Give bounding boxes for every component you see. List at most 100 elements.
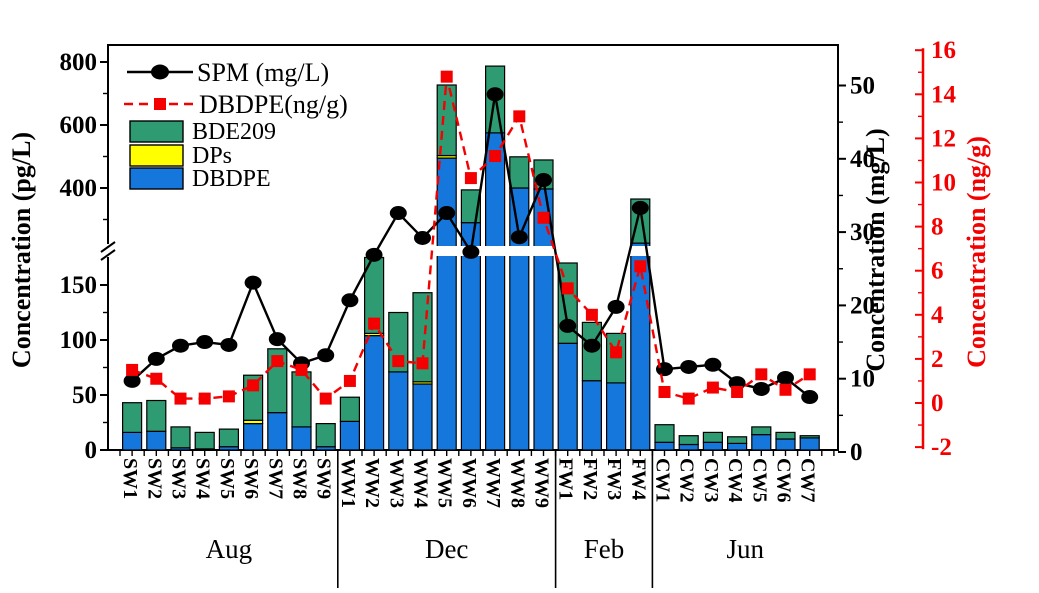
category-label-WW4: WW4 — [410, 458, 432, 508]
spm-marker-WW7 — [486, 87, 504, 102]
bar-SW8-dbdpe — [291, 426, 312, 451]
bar-WW5-dbdpe — [436, 157, 457, 451]
bar-SW3-bde209 — [170, 426, 191, 449]
dbdpe-ngg-marker-SW9 — [319, 392, 332, 405]
spm-marker-CW2 — [680, 359, 698, 374]
legend-patch-label-DBDPE: DBDPE — [192, 166, 271, 192]
left-tick-label-100: 100 — [60, 327, 98, 354]
bar-SW2-dbdpe — [146, 430, 167, 451]
bar-CW6-dbdpe — [775, 438, 796, 451]
spm-marker-SW1 — [123, 373, 141, 388]
bar-CW3-bde209 — [702, 431, 724, 443]
dbdpe-ngg-marker-FW3 — [610, 346, 623, 359]
spm-marker-SW2 — [147, 351, 165, 366]
bar-CW3-dbdpe — [702, 441, 724, 451]
category-label-WW3: WW3 — [385, 458, 407, 508]
bar-WW8-bde209 — [509, 156, 530, 189]
spm-marker-WW6 — [462, 244, 480, 259]
bar-CW2-bde209 — [678, 435, 699, 446]
category-label-CW7: CW7 — [797, 458, 819, 502]
category-label-WW2: WW2 — [361, 458, 383, 508]
dbdpe-ngg-marker-CW6 — [779, 383, 792, 396]
bar-CW5-dbdpe — [751, 434, 772, 451]
right-black-tick-label-40: 40 — [850, 146, 875, 173]
bar-CW7-dbdpe — [799, 437, 820, 451]
dbdpe-ngg-marker-FW1 — [561, 282, 574, 295]
red-tick-label-14: 14 — [931, 81, 957, 108]
spm-marker-SW3 — [172, 338, 189, 353]
dbdpe-ngg-marker-CW7 — [803, 368, 816, 381]
spm-marker-WW8 — [510, 230, 528, 245]
bar-WW9-dbdpe — [533, 188, 554, 451]
spm-marker-SW9 — [317, 348, 335, 363]
legend-patch-DBDPE — [129, 167, 184, 190]
spm-marker-WW9 — [535, 173, 552, 188]
bar-WW7-dbdpe — [485, 132, 506, 451]
dbdpe-ngg-marker-SW6 — [247, 379, 260, 392]
right-black-tick-label-20: 20 — [850, 292, 875, 319]
category-label-CW1: CW1 — [652, 458, 674, 502]
dbdpe-ngg-marker-SW3 — [174, 392, 187, 405]
left-axis-title: Concentration (pg/L) — [7, 132, 36, 368]
dbdpe-ngg-marker-CW1 — [658, 385, 671, 398]
bar-FW4-dbdpe — [630, 242, 651, 451]
bar-CW4-dbdpe — [726, 442, 748, 451]
legend-patch-label-BDE209: BDE209 — [192, 119, 276, 145]
dbdpe-ngg-marker-WW5 — [440, 70, 453, 83]
bar-SW6-dbdpe — [243, 423, 264, 451]
category-label-FW1: FW1 — [555, 458, 577, 500]
spm-marker-FW3 — [607, 299, 625, 314]
bar-SW7-dbdpe — [267, 412, 288, 451]
spm-marker-WW4 — [414, 230, 431, 245]
category-label-SW6: SW6 — [240, 458, 262, 499]
category-label-SW8: SW8 — [289, 458, 311, 499]
dbdpe-ngg-marker-WW8 — [513, 110, 526, 123]
dbdpe-ngg-marker-FW2 — [585, 308, 598, 321]
bar-CW1-bde209 — [654, 424, 675, 443]
spm-marker-WW3 — [389, 206, 407, 221]
bar-SW5-bde209 — [218, 428, 239, 448]
dbdpe-ngg-marker-SW1 — [126, 363, 139, 376]
category-label-FW3: FW3 — [603, 458, 625, 500]
bar-WW3-dbdpe — [388, 371, 409, 451]
legend-dbdpe-ngg-marker — [154, 98, 166, 110]
month-label-Aug: Aug — [206, 534, 253, 564]
category-label-CW4: CW4 — [724, 458, 746, 502]
red-tick-label-10: 10 — [931, 170, 956, 197]
dbdpe-ngg-marker-CW3 — [706, 381, 719, 394]
dbdpe-ngg-marker-CW5 — [755, 368, 768, 381]
red-tick-label-16: 16 — [931, 37, 956, 64]
dbdpe-ngg-marker-WW4 — [416, 357, 429, 370]
category-label-CW5: CW5 — [748, 458, 770, 502]
bar-WW1-dbdpe — [339, 420, 360, 451]
spm-marker-SW5 — [220, 337, 238, 352]
category-label-CW2: CW2 — [676, 458, 698, 502]
dbdpe-ngg-marker-SW2 — [150, 372, 163, 385]
bar-WW2-dbdpe — [364, 335, 385, 451]
red-tick-label-8: 8 — [931, 214, 944, 241]
bar-SW2-bde209 — [146, 399, 167, 432]
dbdpe-ngg-marker-WW2 — [368, 317, 381, 330]
dbdpe-ngg-marker-CW2 — [682, 392, 695, 405]
axis-break-slash — [100, 241, 116, 253]
legend-patch-label-DPs: DPs — [192, 143, 232, 169]
category-label-WW9: WW9 — [531, 458, 553, 508]
spm-marker-CW6 — [777, 370, 794, 385]
legend-patch-DPs — [129, 144, 184, 167]
dbdpe-ngg-marker-WW7 — [489, 150, 502, 163]
spm-marker-CW3 — [704, 357, 722, 372]
bar-CW7-bde209 — [799, 435, 820, 439]
dbdpe-ngg-marker-WW3 — [392, 355, 405, 368]
category-label-WW7: WW7 — [482, 458, 504, 508]
bar-SW9-bde209 — [315, 423, 336, 448]
bar-WW4-dbdpe — [412, 383, 433, 451]
spm-marker-FW2 — [583, 338, 601, 353]
category-label-SW2: SW2 — [143, 458, 165, 499]
category-label-WW8: WW8 — [506, 458, 528, 508]
spm-marker-WW2 — [365, 247, 383, 262]
dbdpe-ngg-marker-WW9 — [537, 211, 550, 224]
spm-marker-SW4 — [196, 335, 214, 350]
right-black-tick-label-0: 0 — [850, 439, 863, 466]
dbdpe-ngg-marker-SW8 — [295, 363, 308, 376]
bar-CW5-bde209 — [751, 426, 772, 436]
